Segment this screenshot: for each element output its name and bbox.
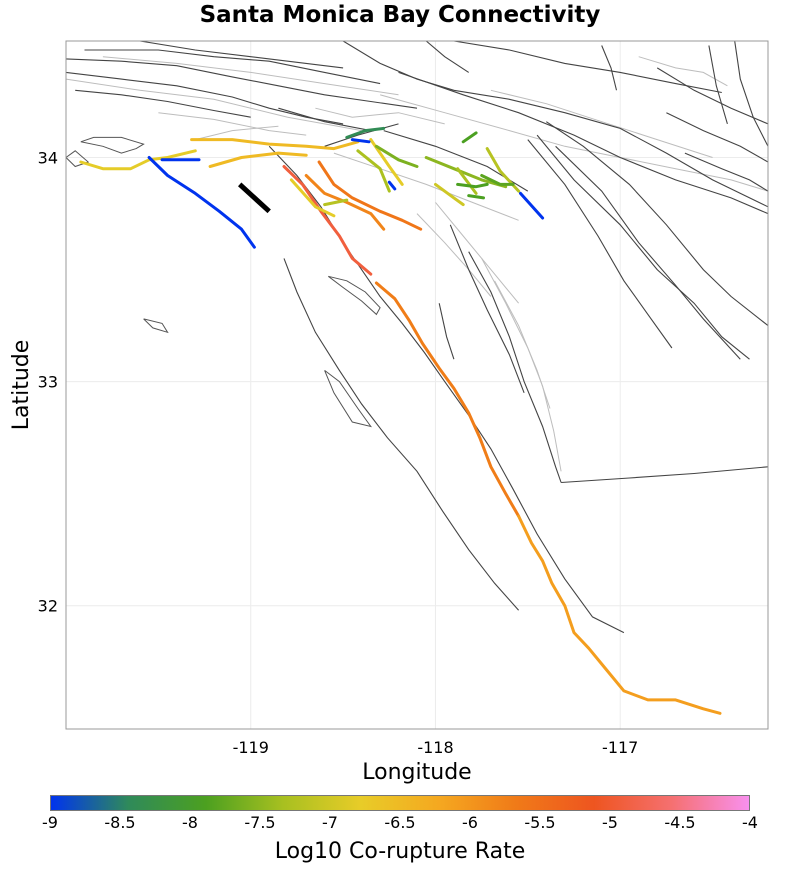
fault-trace-light (195, 125, 279, 141)
fault-trace (734, 41, 768, 147)
fault-trace (139, 41, 344, 69)
colorbar-tick-label: -4 (742, 813, 758, 832)
rupture-segment (345, 126, 386, 139)
rupture-segment (434, 182, 465, 207)
x-tick-label: -118 (417, 738, 453, 757)
y-tick-label: 32 (38, 597, 58, 616)
island-outline (327, 275, 381, 316)
colorbar-tick-label: -8.5 (104, 813, 136, 832)
rupture-segment (467, 194, 485, 200)
fault-trace (84, 49, 381, 85)
rupture-segment (79, 149, 197, 171)
colorbar-tick-label: -7.5 (244, 813, 276, 832)
island-outline (324, 370, 372, 428)
rupture-segment (289, 178, 336, 218)
fault-trace (66, 71, 344, 125)
colorbar-ticks: -9 -8.5 -8 -7.5 -7 -6.5 -6 -5.5 -5 -4.5 -4 (0, 813, 800, 837)
island-outline (80, 136, 145, 154)
fault-trace (708, 45, 728, 125)
rupture-segment (190, 138, 360, 151)
fault-trace (684, 152, 768, 192)
colorbar-label: Log10 Co-rupture Rate (274, 839, 526, 864)
plot-frame (65, 40, 769, 730)
map-layers (66, 41, 768, 715)
map-title: Santa Monica Bay Connectivity (199, 2, 601, 28)
rupture-segment (480, 174, 515, 186)
fault-trace (561, 466, 768, 484)
x-axis-label: Longitude (362, 760, 472, 785)
y-tick-label: 34 (38, 149, 58, 168)
fault-trace-light (494, 280, 551, 409)
rupture-segment (147, 156, 256, 249)
fault-trace-light (315, 107, 445, 125)
rupture-segment (317, 160, 423, 231)
colorbar-tick-label: -8 (182, 813, 198, 832)
colorbar-tick-label: -7 (322, 813, 338, 832)
island-outline (143, 318, 169, 334)
fault-trace (666, 112, 768, 163)
fault-trace-light (66, 78, 362, 132)
fault-trace-light (333, 152, 519, 221)
x-tick-label: -119 (233, 738, 269, 757)
fault-map: -119 -118 -117 32 33 34 Latitude (9, 40, 769, 757)
fault-trace (527, 139, 673, 349)
fault-trace (342, 41, 768, 208)
rupture-segment (374, 144, 419, 168)
rupture-segment (369, 138, 404, 186)
colorbar-tick-label: -4.5 (664, 813, 696, 832)
colorbar-tick-label: -6 (462, 813, 478, 832)
fault-trace-light (416, 213, 492, 297)
rupture-segment (304, 174, 386, 231)
colorbar-tick-label: -6.5 (384, 813, 416, 832)
fault-trace (656, 67, 768, 125)
colorbar-tick-label: -5 (602, 813, 618, 832)
rupture-segment (282, 165, 373, 276)
rupture-segment (519, 191, 545, 220)
fault-trace-light (435, 202, 519, 304)
fault-trace (398, 71, 768, 215)
rupture-segment (356, 149, 391, 193)
rupture-segment (374, 281, 521, 518)
fault-trace (449, 224, 525, 393)
colorbar (50, 795, 750, 811)
rupture-segment (350, 138, 371, 144)
colorbar-tick-label: -9 (42, 813, 58, 832)
x-tick-label: -117 (602, 738, 638, 757)
rupture-segment (517, 514, 722, 715)
fault-trace-light (102, 56, 399, 96)
source-fault-santa-monica-bay (238, 182, 271, 214)
rupture-segment (461, 131, 478, 144)
fault-trace (536, 134, 750, 360)
fault-trace (601, 45, 618, 91)
fault-trace (453, 41, 722, 94)
rupture-segment (456, 167, 478, 195)
rupture-segment (424, 156, 508, 189)
island-outline (66, 150, 90, 168)
fault-trace (278, 107, 371, 132)
fault-trace-light (490, 89, 713, 158)
plot-background (66, 41, 768, 729)
y-axis-label: Latitude (9, 340, 34, 431)
fault-trace-light (158, 112, 307, 136)
rupture-segment (208, 151, 308, 168)
fault-trace (425, 41, 470, 73)
fault-trace (66, 58, 418, 109)
y-tick-label: 33 (38, 373, 58, 392)
fault-trace (283, 258, 520, 611)
rupture-segment (387, 180, 397, 191)
fault-trace (555, 145, 741, 360)
fault-trace (438, 303, 455, 360)
rupture-segment (456, 182, 489, 189)
fault-trace-light (379, 94, 768, 192)
fault-trace (545, 121, 768, 327)
fault-trace (75, 89, 251, 118)
colorbar-tick-label: -5.5 (524, 813, 556, 832)
rupture-segment (323, 198, 349, 207)
fault-trace (468, 251, 562, 483)
